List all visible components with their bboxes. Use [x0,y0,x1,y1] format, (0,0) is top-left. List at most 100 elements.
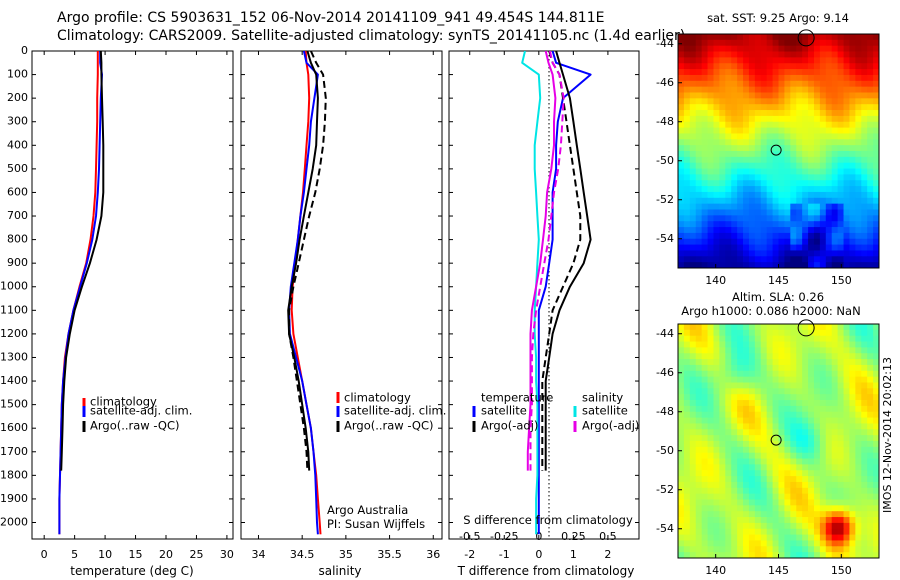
heatmap-cell [796,452,803,459]
heatmap-cell [707,499,714,506]
heatmap-cell [737,394,744,401]
heatmap-cell [683,139,691,146]
heatmap-cell [855,86,862,93]
heatmap-cell [802,394,809,401]
heatmap-cell [754,39,762,47]
heatmap-cell [855,505,862,512]
heatmap-cell [778,476,785,483]
heatmap-cell [802,441,809,448]
heatmap-cell [737,400,744,407]
heatmap-cell [707,139,714,146]
heatmap-cell [790,370,797,378]
heatmap-cell [737,411,744,418]
heatmap-cell [813,423,821,430]
heatmap-cell [748,405,756,413]
heatmap-cell [689,464,697,471]
heatmap-cell [766,45,773,52]
heatmap-cell [689,203,697,210]
heatmap-cell [808,411,815,418]
heatmap-cell [796,552,803,558]
heatmap-cell [719,329,726,337]
heatmap-cell [766,546,773,553]
heatmap-cell [790,429,797,436]
heatmap-cell [689,51,697,58]
heatmap-cell [808,57,815,64]
heatmap-cell [743,429,750,436]
heatmap-cell [737,262,744,268]
heatmap-cell [867,505,874,512]
heatmap-cell [689,39,697,47]
heatmap-cell [819,341,827,348]
heatmap-cell [695,45,703,52]
heatmap-cell [725,540,732,547]
heatmap-cell [808,197,815,205]
heatmap-cell [796,221,803,228]
heatmap-cell [867,394,874,401]
heatmap-cell [784,487,791,495]
heatmap-cell [831,446,839,454]
heatmap-cell [873,227,879,234]
heatmap-cell [843,400,850,407]
heatmap-cell [695,104,703,111]
heatmap-cell [813,104,821,111]
heatmap-cell [713,133,720,140]
map-y-tick-label: -54 [656,522,674,535]
heatmap-cell [743,244,750,251]
heatmap-cell [861,262,868,268]
heatmap-cell [819,63,827,70]
heatmap-cell [831,546,839,553]
heatmap-cell [754,232,762,240]
heatmap-cell [831,92,839,99]
heatmap-cell [683,540,691,547]
heatmap-cell [731,221,738,228]
heatmap-cell [843,156,850,164]
heatmap-cell [701,168,708,175]
heatmap-cell [748,458,756,465]
heatmap-cell [678,98,685,105]
heatmap-cell [778,69,785,76]
heatmap-cell [737,435,744,442]
heatmap-cell [819,546,827,553]
heatmap-cell [707,487,714,495]
heatmap-cell [861,244,868,251]
heatmap-cell [825,174,833,181]
heatmap-cell [819,156,827,164]
heatmap-cell [831,528,839,535]
heatmap-cell [713,238,720,245]
heatmap-cell [837,370,844,378]
heatmap-cell [843,209,850,216]
heatmap-cell [725,69,732,76]
heatmap-cell [707,446,714,454]
heatmap-cell [695,341,703,348]
heatmap-cell [713,63,720,70]
heatmap-cell [748,540,756,547]
heatmap-cell [855,435,862,442]
heatmap-cell [808,324,815,331]
heatmap-cell [813,464,821,471]
heatmap-cell [707,452,714,459]
heatmap-cell [695,487,703,495]
heatmap-cell [743,86,750,93]
heatmap-cell [808,63,815,70]
difference-legend: temperature satellite Argo(-adj) salinit… [472,391,639,433]
heatmap-cell [837,98,844,105]
heatmap-cell [766,370,773,378]
heatmap-cell [831,74,839,82]
heatmap-cell [808,476,815,483]
heatmap-cell [802,215,809,222]
heatmap-cell [748,388,756,395]
heatmap-cell [689,476,697,483]
heatmap-cell [719,376,726,383]
heatmap-cell [683,511,691,518]
heatmap-cell [754,552,762,558]
heatmap-cell [784,511,791,518]
heatmap-cell [837,435,844,442]
heatmap-cell [678,417,685,424]
heatmap-cell [867,156,874,164]
heatmap-cell [754,324,762,331]
map-x-tick-label: 150 [831,274,852,287]
heatmap-cell [855,394,862,401]
heatmap-cell [796,429,803,436]
heatmap-cell [731,376,738,383]
heatmap-cell [748,262,756,268]
